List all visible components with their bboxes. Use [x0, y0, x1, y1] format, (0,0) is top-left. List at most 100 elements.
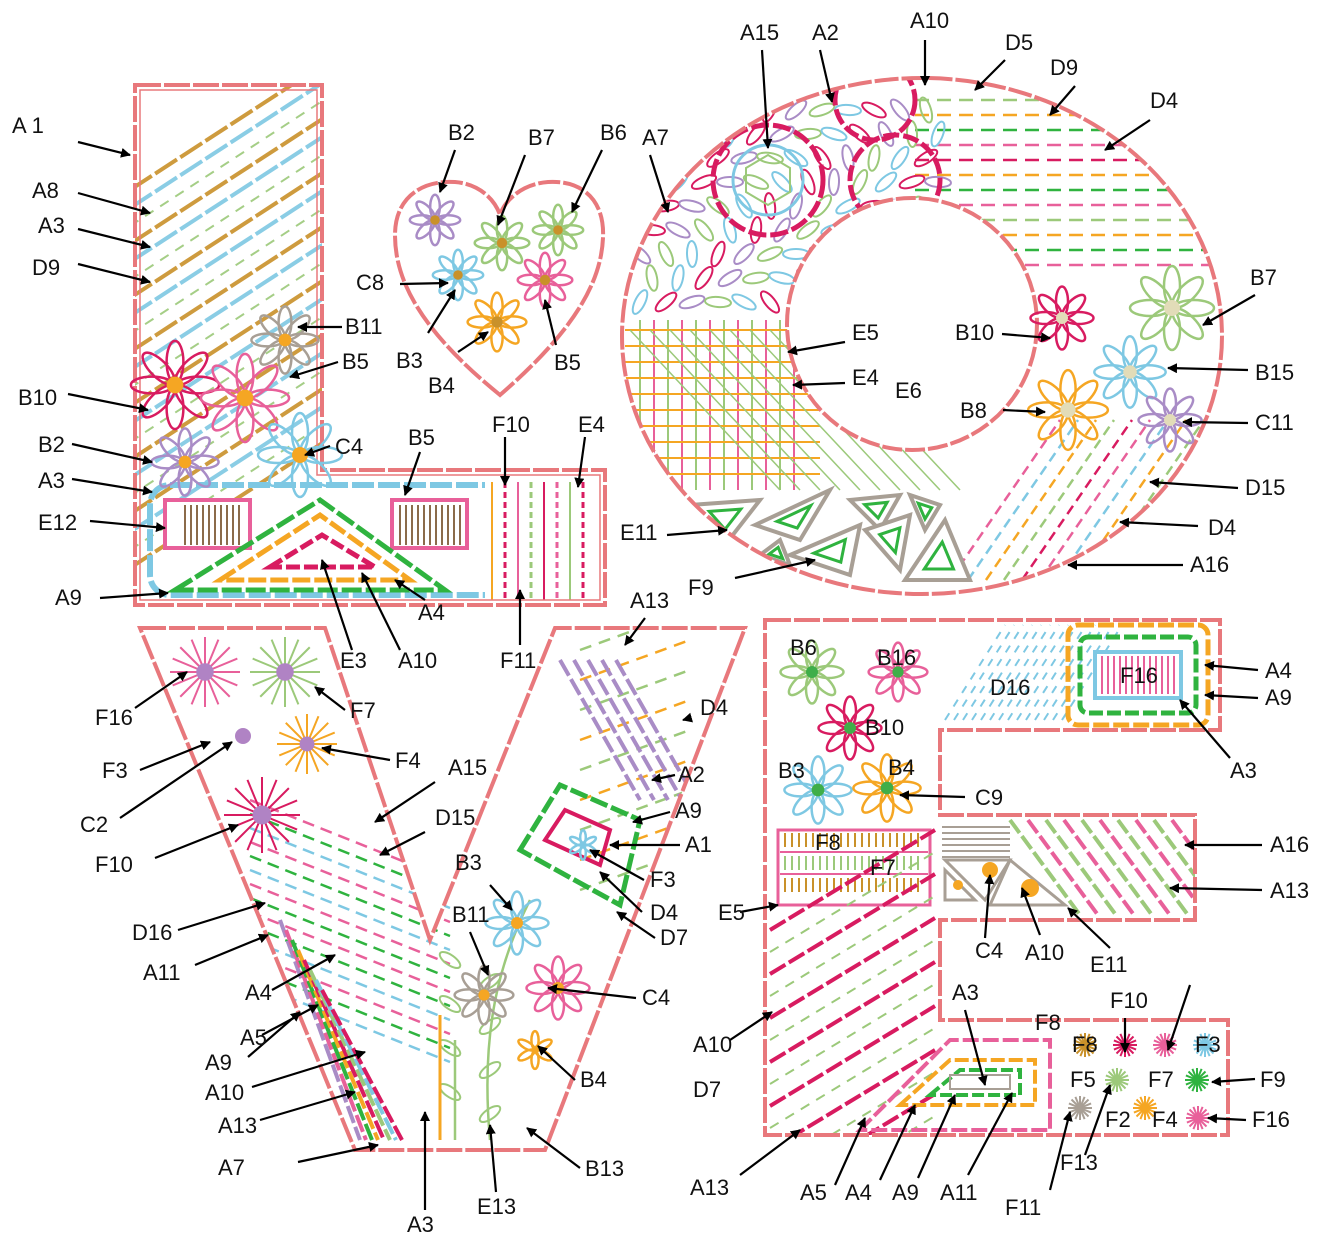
callout-arrow: [1104, 119, 1151, 151]
callout-arrow: [879, 1104, 916, 1181]
o-c11-flower: [1137, 387, 1203, 453]
callout-label: E12: [38, 510, 77, 535]
small-star-stitch: [1133, 1096, 1157, 1120]
callout-label: D7: [693, 1077, 721, 1102]
callout-arrow: [403, 451, 422, 496]
callout-arrow: [1067, 907, 1111, 949]
callout-label: D15: [435, 805, 475, 830]
callout-arrow: [1207, 1113, 1247, 1124]
callout-label: A9: [55, 585, 82, 610]
callout-label: B5: [342, 349, 369, 374]
callout-label: A10: [1025, 940, 1064, 965]
callout-arrow: [787, 340, 846, 356]
callout-label: B10: [865, 715, 904, 740]
callout-arrow: [1020, 887, 1042, 936]
callout-label: B4: [580, 1067, 607, 1092]
callout-label: F2: [1105, 1107, 1131, 1132]
callout-arrow: [77, 262, 151, 285]
callout-arrow: [374, 781, 436, 823]
callout-label: F3: [650, 867, 676, 892]
callout-label: B10: [18, 385, 57, 410]
callout-label: D7: [660, 925, 688, 950]
callout-label: E13: [477, 1194, 516, 1219]
callout-label: E11: [620, 520, 658, 545]
callout-arrow: [321, 744, 391, 762]
callout-arrow: [632, 810, 671, 825]
small-star-stitch: [1193, 1033, 1217, 1057]
b10-flower: [129, 339, 221, 431]
callout-arrow: [542, 299, 558, 346]
callout-label: D4: [700, 695, 728, 720]
callout-label: A15: [448, 755, 487, 780]
callout-label: F4: [395, 748, 421, 773]
callout-arrow: [438, 149, 457, 193]
callout-label: A13: [218, 1113, 257, 1138]
callout-arrow: [427, 289, 456, 334]
callout-label: C8: [356, 270, 384, 295]
e-b4-flower: [852, 753, 922, 823]
callout-label: B13: [585, 1156, 624, 1181]
v-b11-flower: [453, 964, 515, 1026]
callout-label: A11: [940, 1180, 978, 1205]
callout-arrow: [1169, 883, 1263, 894]
callout-label: A10: [693, 1032, 732, 1057]
callout-arrow: [974, 59, 1006, 91]
letter-e: [763, 618, 1230, 1137]
callout-arrow: [77, 227, 151, 250]
small-star-stitch: [1068, 1096, 1092, 1120]
e-b6-flower: [779, 639, 845, 705]
callout-label: B4: [428, 373, 455, 398]
callout-arrow: [899, 790, 966, 801]
e-b3-flower: [783, 755, 853, 825]
callout-arrow: [624, 617, 646, 646]
callout-arrow: [571, 149, 603, 213]
callout-label: F11: [500, 648, 536, 673]
callout-label: F3: [102, 758, 128, 783]
callout-label: D4: [1150, 88, 1178, 113]
callout-label: A10: [398, 648, 437, 673]
o-b15-flower: [1093, 335, 1167, 409]
small-star-stitch: [1105, 1068, 1129, 1092]
callout-label: A3: [952, 980, 979, 1005]
callout-arrow: [1149, 477, 1239, 490]
callout-label: A13: [1270, 878, 1309, 903]
callout-arrow: [304, 444, 331, 457]
callout-label: B7: [528, 125, 555, 150]
callout-label: D16: [132, 920, 172, 945]
callout-arrow: [468, 931, 490, 976]
callout-label: A9: [675, 798, 702, 823]
callout-label: A13: [690, 1175, 729, 1200]
callout-arrow: [760, 49, 773, 149]
v-b4-flower: [517, 1029, 553, 1071]
callout-label: F5: [1070, 1067, 1096, 1092]
callout-label: D9: [1050, 55, 1078, 80]
callout-label: A9: [1265, 685, 1292, 710]
callout-arrow: [496, 154, 527, 226]
heart-b4-flower: [466, 291, 528, 353]
heart-b6-flower: [531, 203, 585, 257]
v-b3-flower: [484, 890, 550, 956]
callout-arrow: [666, 525, 728, 537]
callout-arrow: [139, 740, 211, 772]
callout-label: A4: [845, 1180, 872, 1205]
callout-arrow: [134, 671, 188, 709]
callout-arrow: [489, 884, 513, 911]
callout-label: F8: [1035, 1010, 1061, 1035]
v-c4-flower: [525, 955, 591, 1021]
callout-label: F7: [1148, 1067, 1174, 1092]
callout-arrow: [1083, 1084, 1112, 1156]
callout-label: F16: [1252, 1107, 1290, 1132]
callout-label: E11: [1090, 952, 1128, 977]
callout-arrow: [729, 1011, 773, 1041]
callout-arrow: [154, 823, 239, 860]
callout-arrow: [833, 1117, 867, 1186]
callout-arrow: [320, 559, 354, 651]
callout-label: A2: [678, 762, 705, 787]
triangle-stitch: [784, 521, 863, 578]
callout-label: F10: [95, 852, 133, 877]
callout-label: F9: [688, 575, 714, 600]
triangle-stitch: [845, 492, 904, 534]
callout-label: A7: [642, 125, 669, 150]
callout-label: D15: [1245, 475, 1285, 500]
